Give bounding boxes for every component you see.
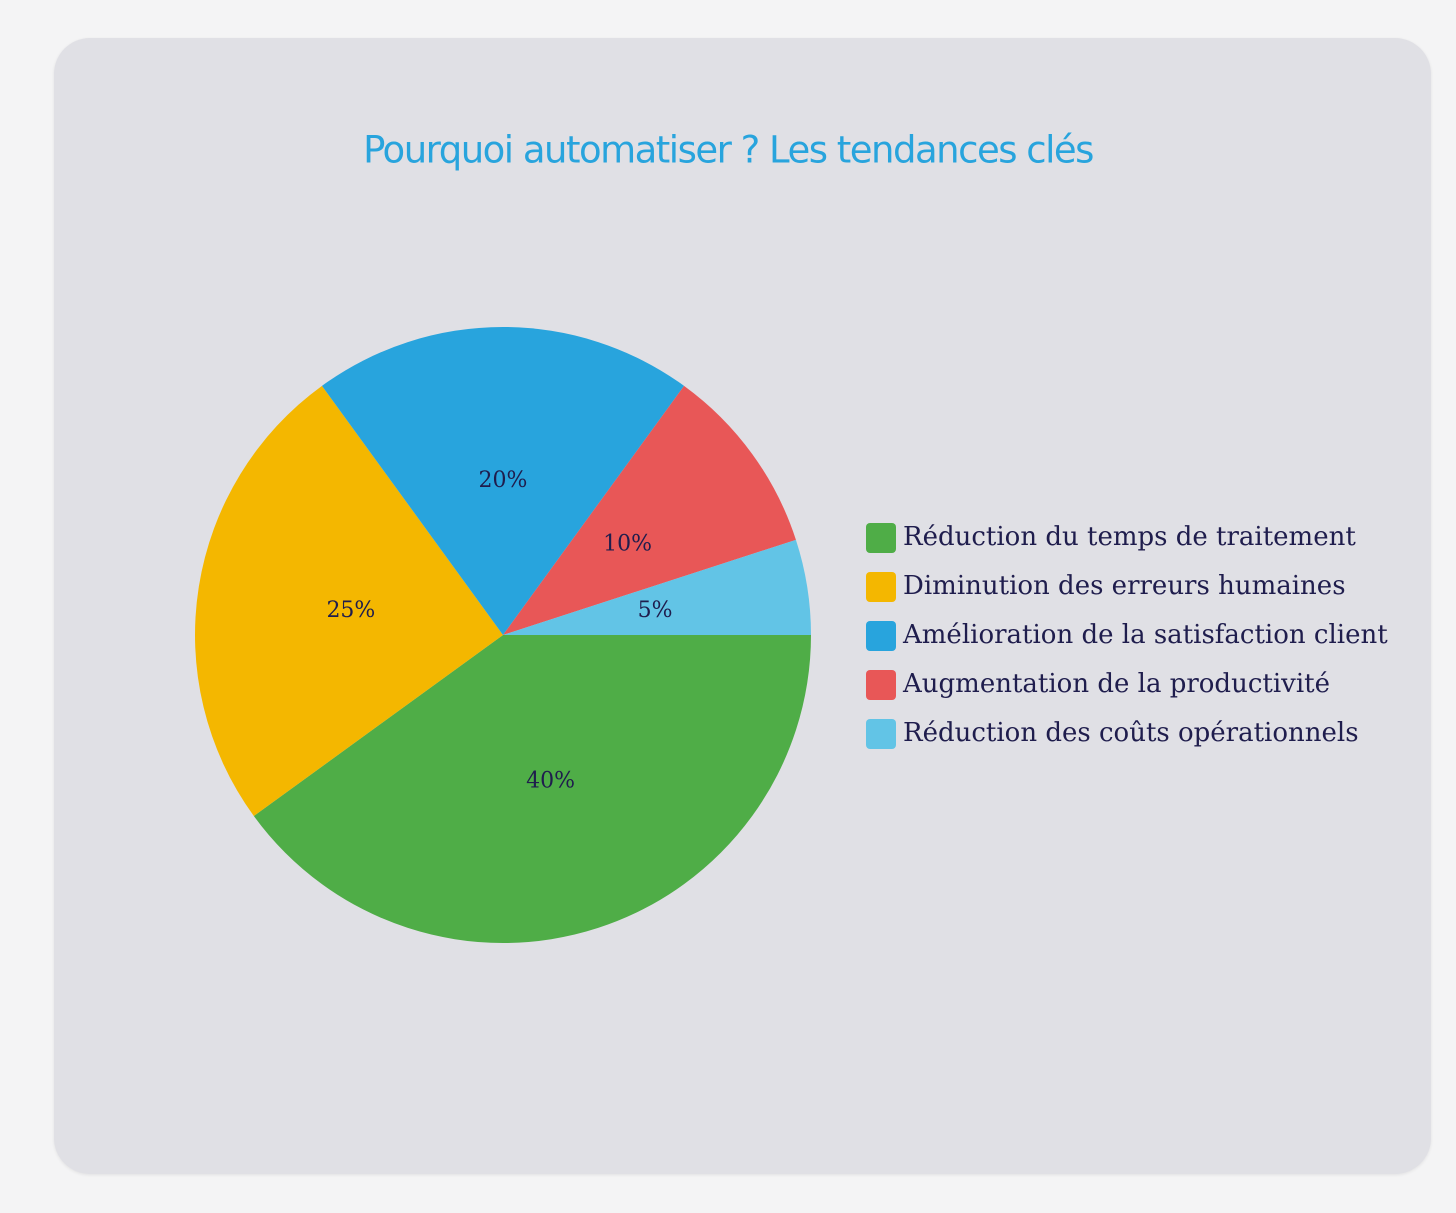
legend: Réduction du temps de traitement Diminuti… bbox=[866, 522, 1388, 749]
legend-item-2[interactable]: Diminution des erreurs humaines bbox=[866, 571, 1346, 602]
legend-label: Amélioration de la satisfaction client bbox=[902, 620, 1388, 650]
pie-slice-3[interactable] bbox=[321, 327, 685, 635]
legend-item-4[interactable]: Augmentation de la productivité bbox=[866, 669, 1330, 700]
chart-title: Pourquoi automatiser ? Les tendances clé… bbox=[363, 128, 1094, 172]
legend-label: Réduction du temps de traitement bbox=[903, 522, 1356, 552]
legend-label: Réduction des coûts opérationnels bbox=[903, 718, 1359, 748]
slice-labels: 40% 25% 20% 10% 5% bbox=[326, 468, 672, 793]
legend-item-3[interactable]: Amélioration de la satisfaction client bbox=[866, 620, 1388, 651]
legend-label: Diminution des erreurs humaines bbox=[903, 571, 1346, 601]
legend-swatch bbox=[866, 523, 896, 553]
legend-swatch bbox=[866, 670, 896, 700]
legend-swatch bbox=[866, 719, 896, 749]
pie-slice-2[interactable] bbox=[195, 385, 503, 817]
pie-slice-5[interactable] bbox=[503, 539, 811, 635]
pie-slice-4[interactable] bbox=[503, 385, 796, 635]
slice-label-3: 20% bbox=[479, 468, 528, 493]
legend-label: Augmentation de la productivité bbox=[902, 669, 1330, 699]
slice-label-2: 25% bbox=[326, 598, 375, 623]
slice-label-1: 40% bbox=[526, 768, 575, 793]
legend-swatch bbox=[866, 621, 896, 651]
pie-slices bbox=[195, 327, 812, 943]
legend-item-1[interactable]: Réduction du temps de traitement bbox=[866, 522, 1356, 553]
legend-swatch bbox=[866, 572, 896, 602]
slice-label-4: 10% bbox=[603, 531, 652, 556]
slice-label-5: 5% bbox=[638, 598, 673, 623]
pie-slice-1[interactable] bbox=[253, 635, 812, 943]
legend-item-5[interactable]: Réduction des coûts opérationnels bbox=[866, 718, 1359, 749]
